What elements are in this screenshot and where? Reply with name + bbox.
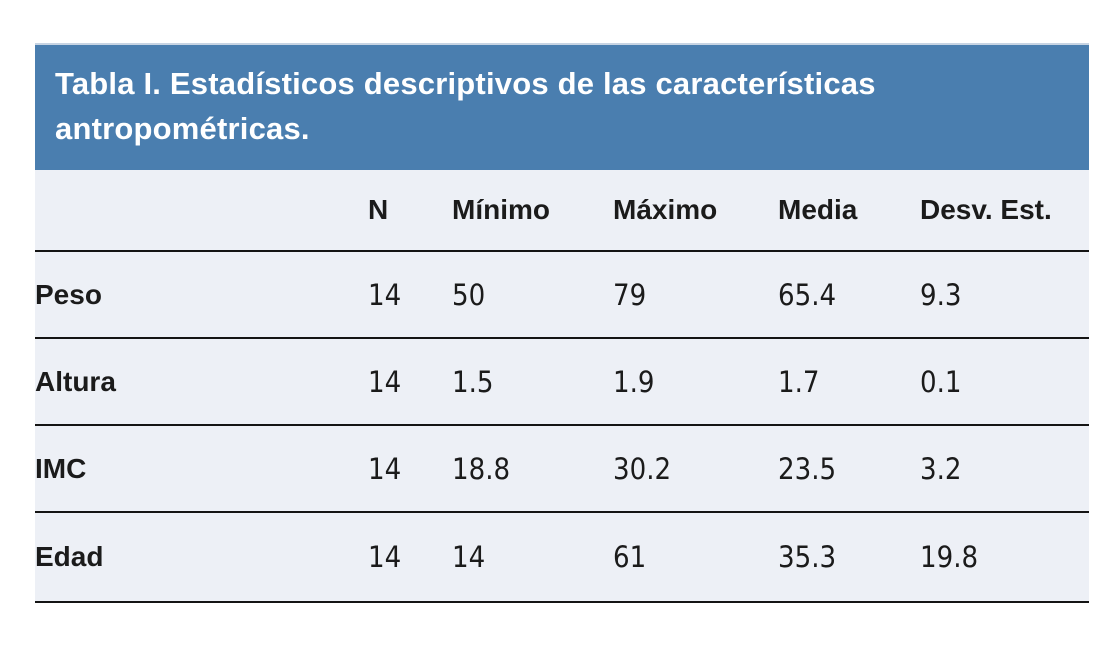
- column-header-desv-est: Desv. Est.: [920, 170, 1089, 252]
- table-row: Peso 14 50 79 65.4 9.3: [35, 251, 1089, 339]
- column-header-media: Media: [778, 170, 920, 252]
- table-title-line1: Tabla I. Estadísticos descriptivos de la…: [55, 66, 876, 101]
- table-cell: 1.7: [778, 338, 920, 426]
- table-cell: 1.9: [613, 338, 778, 426]
- table-cell: 14: [452, 512, 613, 603]
- table-cell: 79: [613, 251, 778, 339]
- table-cell: 3.2: [920, 425, 1089, 513]
- table-cell: 23.5: [778, 425, 920, 513]
- table-cell: 9.3: [920, 251, 1089, 339]
- row-label: Altura: [35, 338, 368, 426]
- row-label: Peso: [35, 251, 368, 339]
- column-header-n: N: [368, 170, 452, 252]
- table-card: Tabla I. Estadísticos descriptivos de la…: [35, 43, 1089, 603]
- table-title: Tabla I. Estadísticos descriptivos de la…: [35, 43, 1089, 170]
- table-row: Altura 14 1.5 1.9 1.7 0.1: [35, 338, 1089, 426]
- header-row: N Mínimo Máximo Media Desv. Est.: [35, 170, 1089, 252]
- table-cell: 35.3: [778, 512, 920, 603]
- table-cell: 65.4: [778, 251, 920, 339]
- table-title-line2: antropométricas.: [55, 111, 310, 146]
- column-header-empty: [35, 170, 368, 252]
- table-cell: 1.5: [452, 338, 613, 426]
- row-label: IMC: [35, 425, 368, 513]
- table-cell: 14: [368, 338, 452, 426]
- row-label: Edad: [35, 512, 368, 603]
- table-cell: 14: [368, 512, 452, 603]
- table-row: IMC 14 18.8 30.2 23.5 3.2: [35, 425, 1089, 513]
- table-cell: 14: [368, 251, 452, 339]
- table-cell: 61: [613, 512, 778, 603]
- table-cell: 0.1: [920, 338, 1089, 426]
- table-cell: 30.2: [613, 425, 778, 513]
- stats-table: N Mínimo Máximo Media Desv. Est. Peso 14…: [35, 170, 1089, 603]
- column-header-minimo: Mínimo: [452, 170, 613, 252]
- table-cell: 14: [368, 425, 452, 513]
- table-cell: 50: [452, 251, 613, 339]
- table-cell: 18.8: [452, 425, 613, 513]
- table-cell: 19.8: [920, 512, 1089, 603]
- table-row: Edad 14 14 61 35.3 19.8: [35, 512, 1089, 603]
- column-header-maximo: Máximo: [613, 170, 778, 252]
